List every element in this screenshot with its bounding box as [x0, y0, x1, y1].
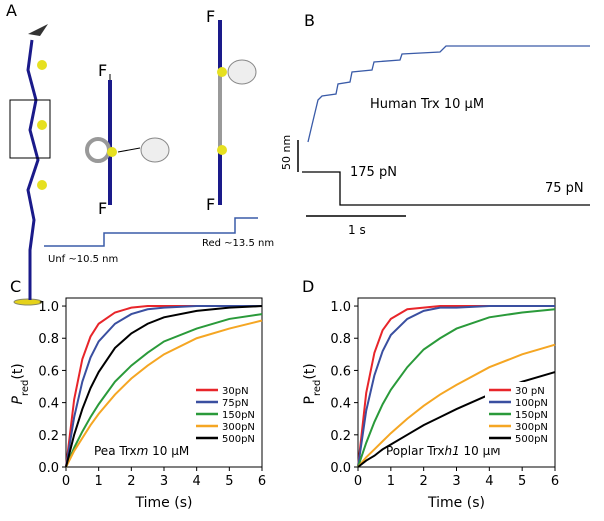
extension-trace [307, 45, 590, 143]
step-label: Red ~13.5 nm [202, 238, 274, 249]
annotation-part: m [137, 444, 149, 458]
legend-label: 150pN [515, 410, 548, 421]
fit-line [357, 308, 556, 468]
disulfide [217, 67, 227, 77]
x-tick-label: 5 [518, 474, 526, 489]
enzyme [140, 137, 170, 163]
x-axis-label: Time (s) [427, 495, 485, 511]
x-tick-label: 6 [258, 474, 266, 489]
force-label: F [98, 61, 107, 80]
y-tick-label: 0.6 [330, 364, 351, 379]
disulfide [107, 147, 117, 157]
trace [44, 217, 258, 247]
scale-label: 1 s [348, 223, 366, 237]
highlight-box [9, 99, 51, 159]
fit-line [357, 305, 555, 468]
legend-label: 300pN [222, 422, 255, 433]
annotation: 75 pN [545, 181, 584, 196]
panel-label: C [10, 277, 21, 296]
x-axis-label: Time (s) [135, 495, 193, 511]
y-label-part: (t) [302, 363, 318, 379]
annotation: Pea Trxm 10 μM [94, 444, 189, 458]
fit-line [357, 343, 556, 468]
x-tick-label: 2 [127, 474, 135, 489]
annotation-part: Poplar Trx [386, 444, 444, 458]
annotation-part: 10 μM [148, 444, 189, 458]
scale-label: 50 nm [280, 135, 293, 170]
x-tick-label: 1 [387, 474, 395, 489]
disulfide [37, 60, 47, 70]
y-tick-label: 0.2 [330, 429, 351, 444]
x-tick-label: 3 [160, 474, 168, 489]
y-label-part: P [302, 396, 318, 404]
legend-label: 30 pN [515, 386, 545, 397]
disulfide [37, 180, 47, 190]
y-tick-label: 0.8 [330, 332, 351, 347]
step-label: Unf ~10.5 nm [48, 254, 118, 265]
panel-a: A F F F F Unf ~10.5 nm Red ~13.5 nm [6, 1, 274, 306]
y-axis-label: Pred(t) [302, 363, 323, 404]
panel-label: D [302, 277, 314, 296]
legend-label: 500pN [515, 434, 548, 445]
x-tick-label: 4 [485, 474, 493, 489]
cantilever [28, 24, 48, 36]
panel-label: A [6, 1, 17, 20]
legend-label: 500pN [222, 434, 255, 445]
y-axis-label: Pred(t) [10, 363, 31, 404]
legend-label: 75pN [222, 398, 249, 409]
x-tick-label: 4 [193, 474, 201, 489]
x-tick-label: 6 [551, 474, 559, 489]
legend-label: 150pN [222, 410, 255, 421]
y-tick-label: 0.4 [330, 397, 351, 412]
legend-label: 30pN [222, 386, 249, 397]
x-tick-label: 1 [95, 474, 103, 489]
annotation: 175 pN [350, 165, 397, 180]
panel-label: B [304, 11, 315, 30]
enzyme [227, 59, 257, 85]
x-tick-label: 2 [420, 474, 428, 489]
fit-line [65, 313, 263, 468]
legend-label: 300pN [515, 422, 548, 433]
loop [85, 137, 111, 163]
x-tick-label: 0 [62, 474, 70, 489]
y-tick-label: 0.2 [38, 429, 59, 444]
x-tick-label: 0 [354, 474, 362, 489]
y-label-part: P [10, 396, 26, 405]
force-label: F [206, 195, 215, 214]
chart: D 0.0 0.2 0.4 0.6 0.8 1.0 0 1 2 3 4 5 6 Time (s) Pred(t… [302, 277, 559, 511]
force-trace [302, 171, 590, 206]
disulfide [37, 120, 47, 130]
y-tick-label: 0.8 [38, 332, 59, 347]
panel-b: B Human Trx 10 μM 50 nm 175 pN 75 pN 1 s [280, 11, 590, 237]
disulfide [217, 145, 227, 155]
y-tick-label: 0.0 [38, 461, 59, 476]
y-label-part: (t) [10, 363, 26, 379]
surface [13, 298, 43, 306]
fit-line [65, 305, 262, 468]
fit-line [65, 305, 263, 468]
annotation: Poplar Trxh1 10 μM [386, 444, 501, 458]
force-label: F [98, 199, 107, 218]
fit-line [65, 319, 263, 468]
legend-label: 100pN [515, 398, 548, 409]
y-tick-label: 0.4 [38, 397, 59, 412]
y-tick-label: 0.0 [330, 461, 351, 476]
annotation-part: Pea Trx [94, 444, 137, 458]
arrow [117, 147, 141, 153]
y-label-part: red [20, 380, 31, 396]
x-tick-label: 3 [452, 474, 460, 489]
force-label: F [206, 7, 215, 26]
y-tick-label: 1.0 [38, 300, 59, 315]
protein-chain [26, 39, 40, 300]
annotation-part: h1 [444, 444, 459, 458]
y-label-part: red [312, 380, 323, 396]
y-tick-label: 0.6 [38, 364, 59, 379]
chart: C 0.0 0.2 0.4 0.6 0.8 1.0 0 1 2 3 4 5 6 Time (s) Pred(t… [10, 277, 266, 511]
y-tick-label: 1.0 [330, 300, 351, 315]
annotation: Human Trx 10 μM [370, 97, 484, 112]
x-tick-label: 5 [225, 474, 233, 489]
